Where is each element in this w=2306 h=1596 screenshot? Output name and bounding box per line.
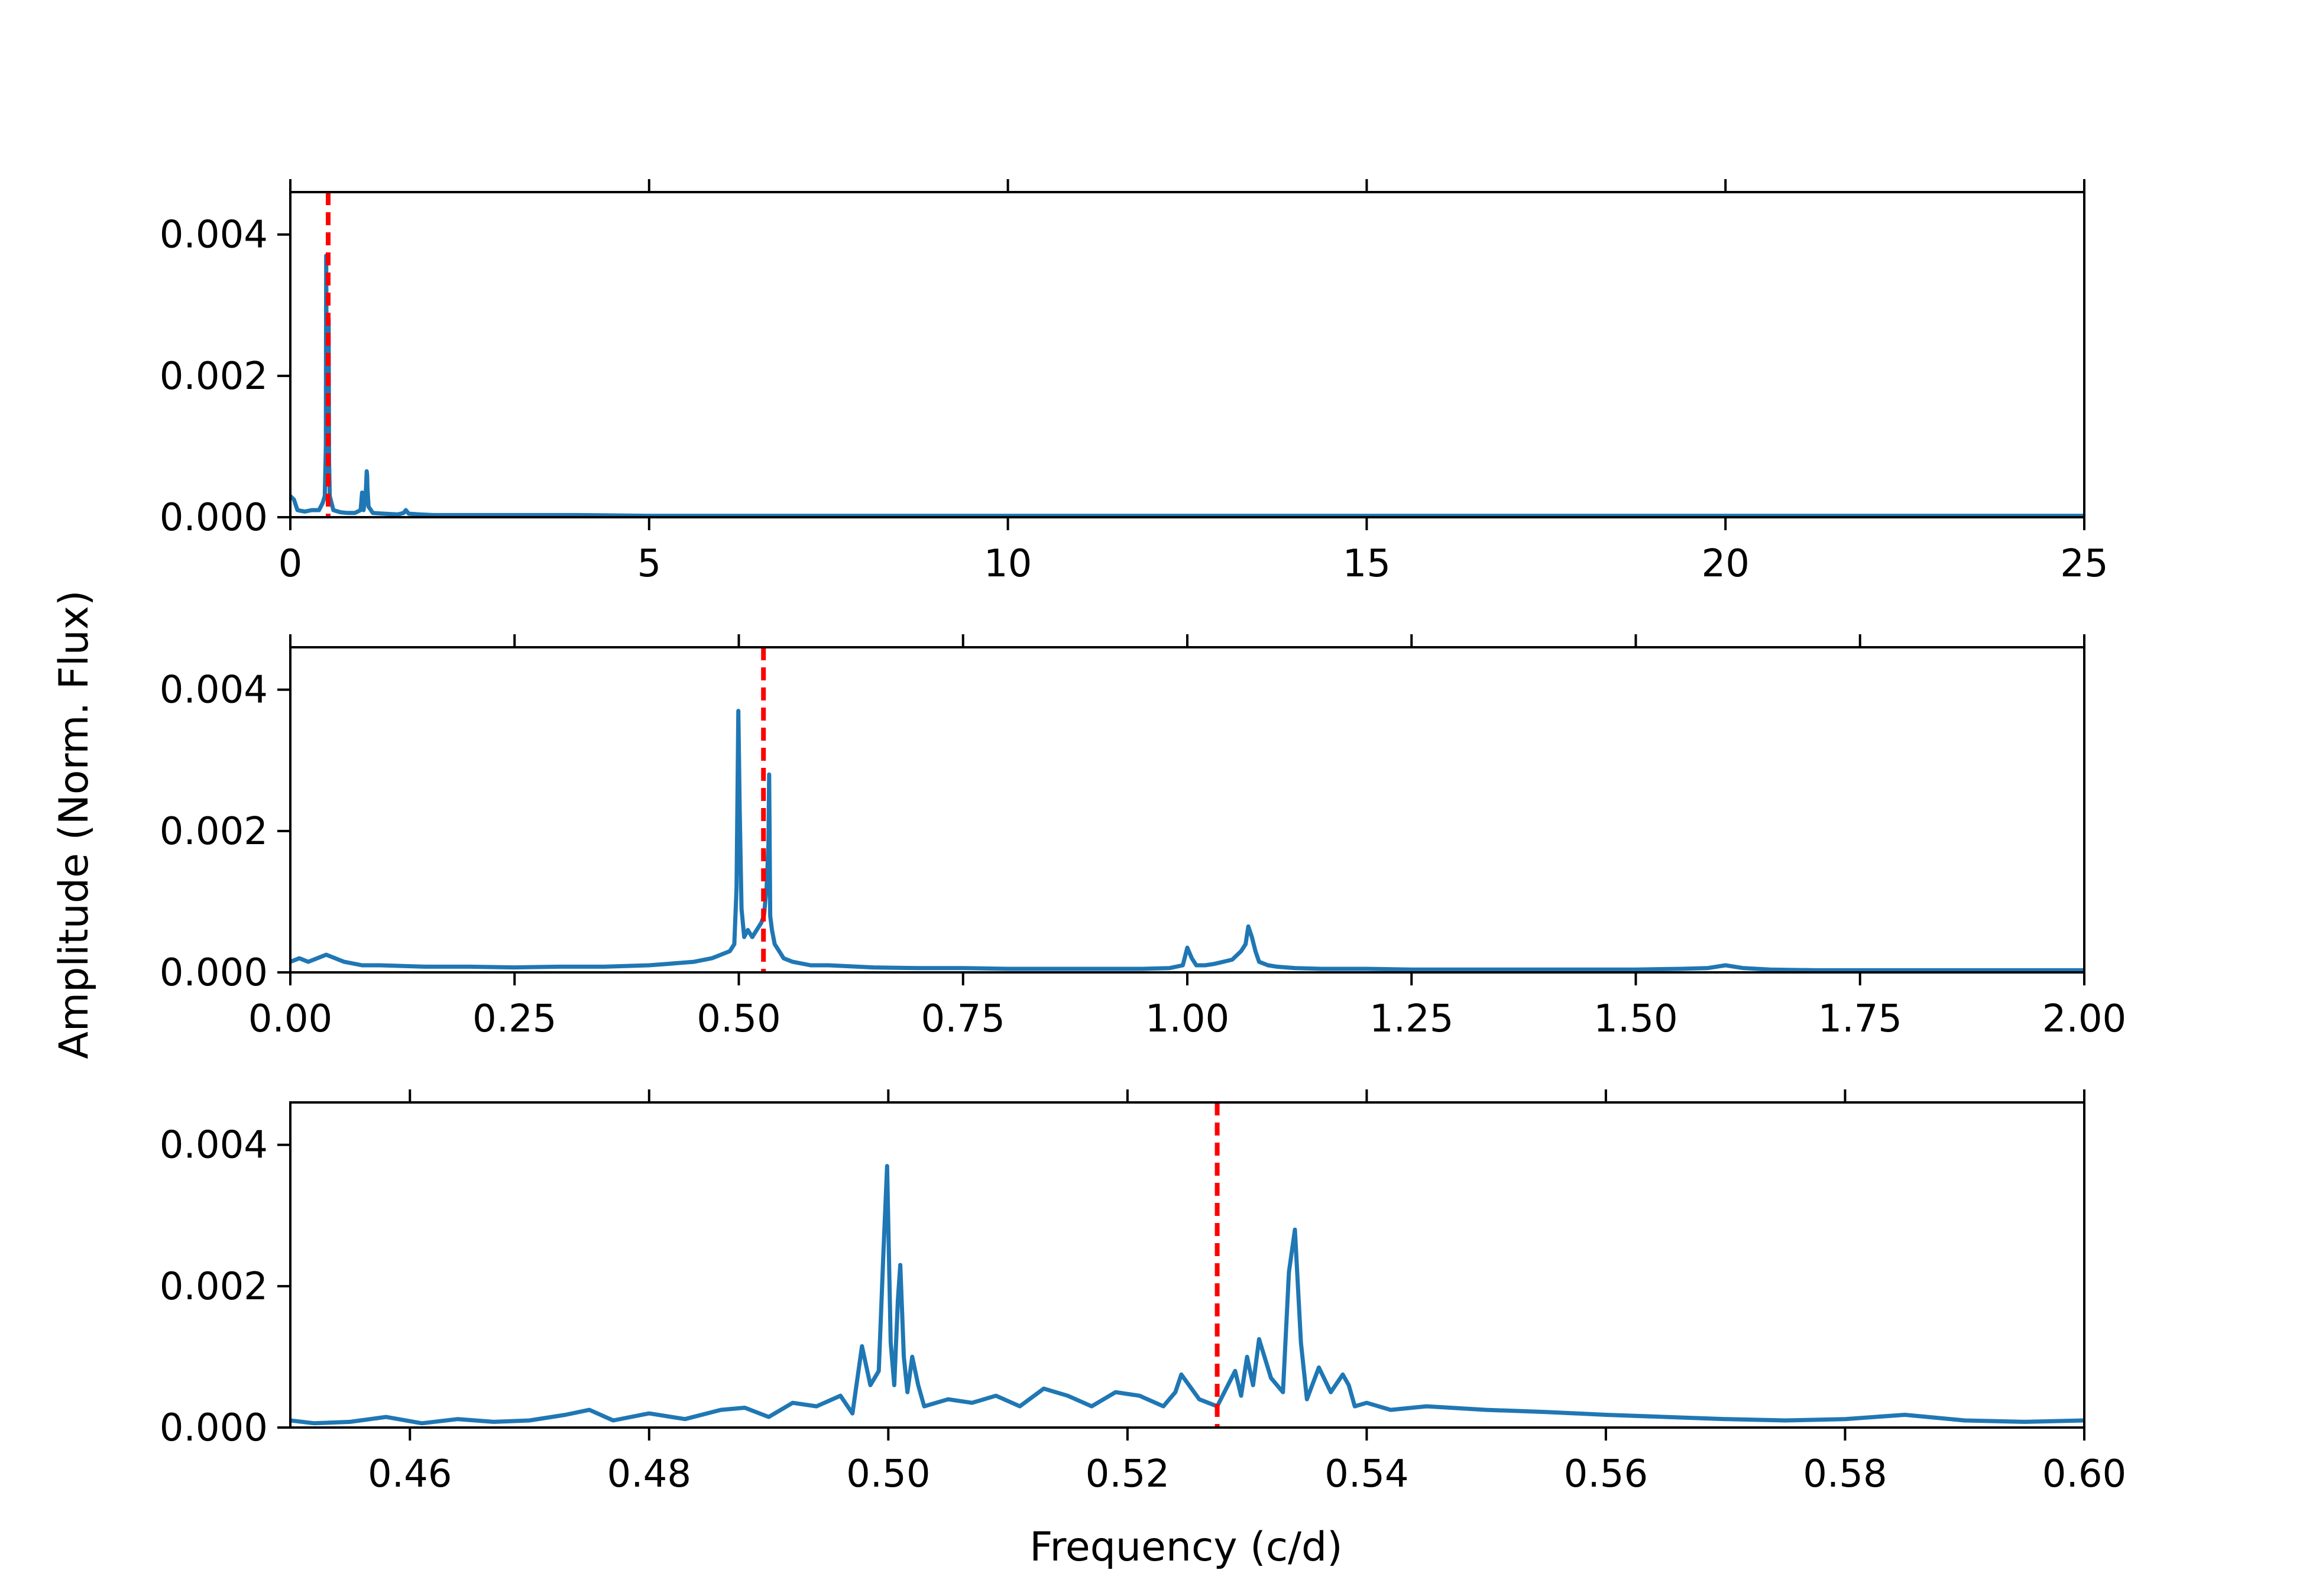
y-tick-label: 0.000 bbox=[160, 496, 268, 540]
x-tick-label: 0.25 bbox=[472, 997, 557, 1041]
x-tick-label: 0 bbox=[278, 542, 303, 586]
x-tick-label: 0.54 bbox=[1324, 1452, 1409, 1496]
x-tick-label: 25 bbox=[2060, 542, 2108, 586]
x-tick-label: 0.50 bbox=[697, 997, 781, 1041]
x-tick-label: 15 bbox=[1343, 542, 1391, 586]
x-tick-label: 0.00 bbox=[248, 997, 333, 1041]
panel-full-range: 0 5 10 15 20 25 0.000 0.002 0.004 bbox=[160, 179, 2109, 586]
x-tick-label: 0.46 bbox=[368, 1452, 452, 1496]
y-tick-label: 0.002 bbox=[160, 810, 268, 854]
panel-zoom-0-2: 0.00 0.25 0.50 0.75 1.00 1.25 1.50 1.75 2.00 0.00… bbox=[160, 634, 2126, 1041]
x-tick-label: 1.50 bbox=[1594, 997, 1678, 1041]
x-tick-label: 0.48 bbox=[607, 1452, 692, 1496]
x-axis-title: Frequency (c/d) bbox=[1029, 1524, 1342, 1571]
y-tick-label: 0.002 bbox=[160, 1265, 268, 1309]
panel-zoom-0.45-0.60: 0.46 0.48 0.50 0.52 0.54 0.56 0.58 0.60 0.000 0.0… bbox=[160, 1089, 2126, 1496]
amplitude-series-line bbox=[290, 1164, 2084, 1426]
y-tick-label: 0.004 bbox=[160, 669, 268, 712]
amplitude-series-line bbox=[290, 709, 2084, 972]
x-tick-label: 0.75 bbox=[921, 997, 1006, 1041]
x-tick-label: 2.00 bbox=[2042, 997, 2127, 1041]
x-tick-label: 0.52 bbox=[1086, 1452, 1170, 1496]
y-tick-label: 0.002 bbox=[160, 355, 268, 398]
y-tick-label: 0.000 bbox=[160, 1406, 268, 1450]
x-tick-label: 1.25 bbox=[1369, 997, 1454, 1041]
x-tick-label: 10 bbox=[984, 542, 1032, 586]
axes-frame bbox=[289, 1101, 2085, 1429]
y-tick-label: 0.004 bbox=[160, 213, 268, 257]
x-tick-label: 0.56 bbox=[1564, 1452, 1648, 1496]
x-tick-label: 1.00 bbox=[1145, 997, 1230, 1041]
x-tick-label: 0.60 bbox=[2042, 1452, 2127, 1496]
y-axis-title: Amplitude (Norm. Flux) bbox=[51, 590, 98, 1059]
amplitude-series-line bbox=[290, 254, 2084, 517]
axes-frame bbox=[289, 191, 2085, 518]
x-tick-label: 20 bbox=[1701, 542, 1749, 586]
x-tick-label: 1.75 bbox=[1818, 997, 1903, 1041]
x-tick-label: 0.58 bbox=[1803, 1452, 1887, 1496]
axes-frame bbox=[289, 646, 2085, 974]
x-tick-label: 0.50 bbox=[846, 1452, 931, 1496]
y-tick-label: 0.004 bbox=[160, 1124, 268, 1167]
y-tick-label: 0.000 bbox=[160, 951, 268, 995]
x-tick-label: 5 bbox=[637, 542, 661, 586]
